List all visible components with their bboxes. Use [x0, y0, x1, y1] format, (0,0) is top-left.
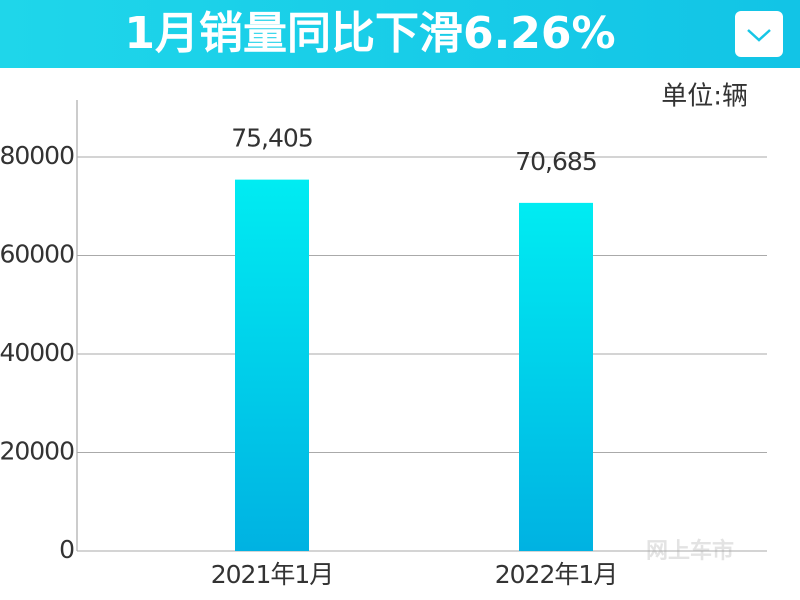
- dropdown-button[interactable]: [735, 11, 783, 57]
- chart-title: 1月销量同比下滑6.26%: [124, 8, 615, 59]
- y-tick-label: 80000: [0, 141, 74, 170]
- value-label: 70,685: [515, 147, 596, 176]
- bar: [235, 179, 309, 551]
- x-tick-label: 2022年1月: [495, 560, 618, 589]
- header-bar: [0, 0, 800, 68]
- dropdown-box[interactable]: [735, 11, 783, 57]
- unit-label: 单位:辆: [661, 82, 748, 112]
- dropdown-chevron[interactable]: [747, 29, 771, 42]
- y-tick-label: 0: [59, 535, 74, 564]
- y-tick-label: 60000: [0, 240, 74, 269]
- bar: [519, 202, 593, 551]
- y-tick-label: 40000: [0, 338, 74, 367]
- value-label: 75,405: [231, 124, 312, 153]
- y-tick-label: 20000: [0, 437, 74, 466]
- x-tick-label: 2021年1月: [211, 560, 334, 589]
